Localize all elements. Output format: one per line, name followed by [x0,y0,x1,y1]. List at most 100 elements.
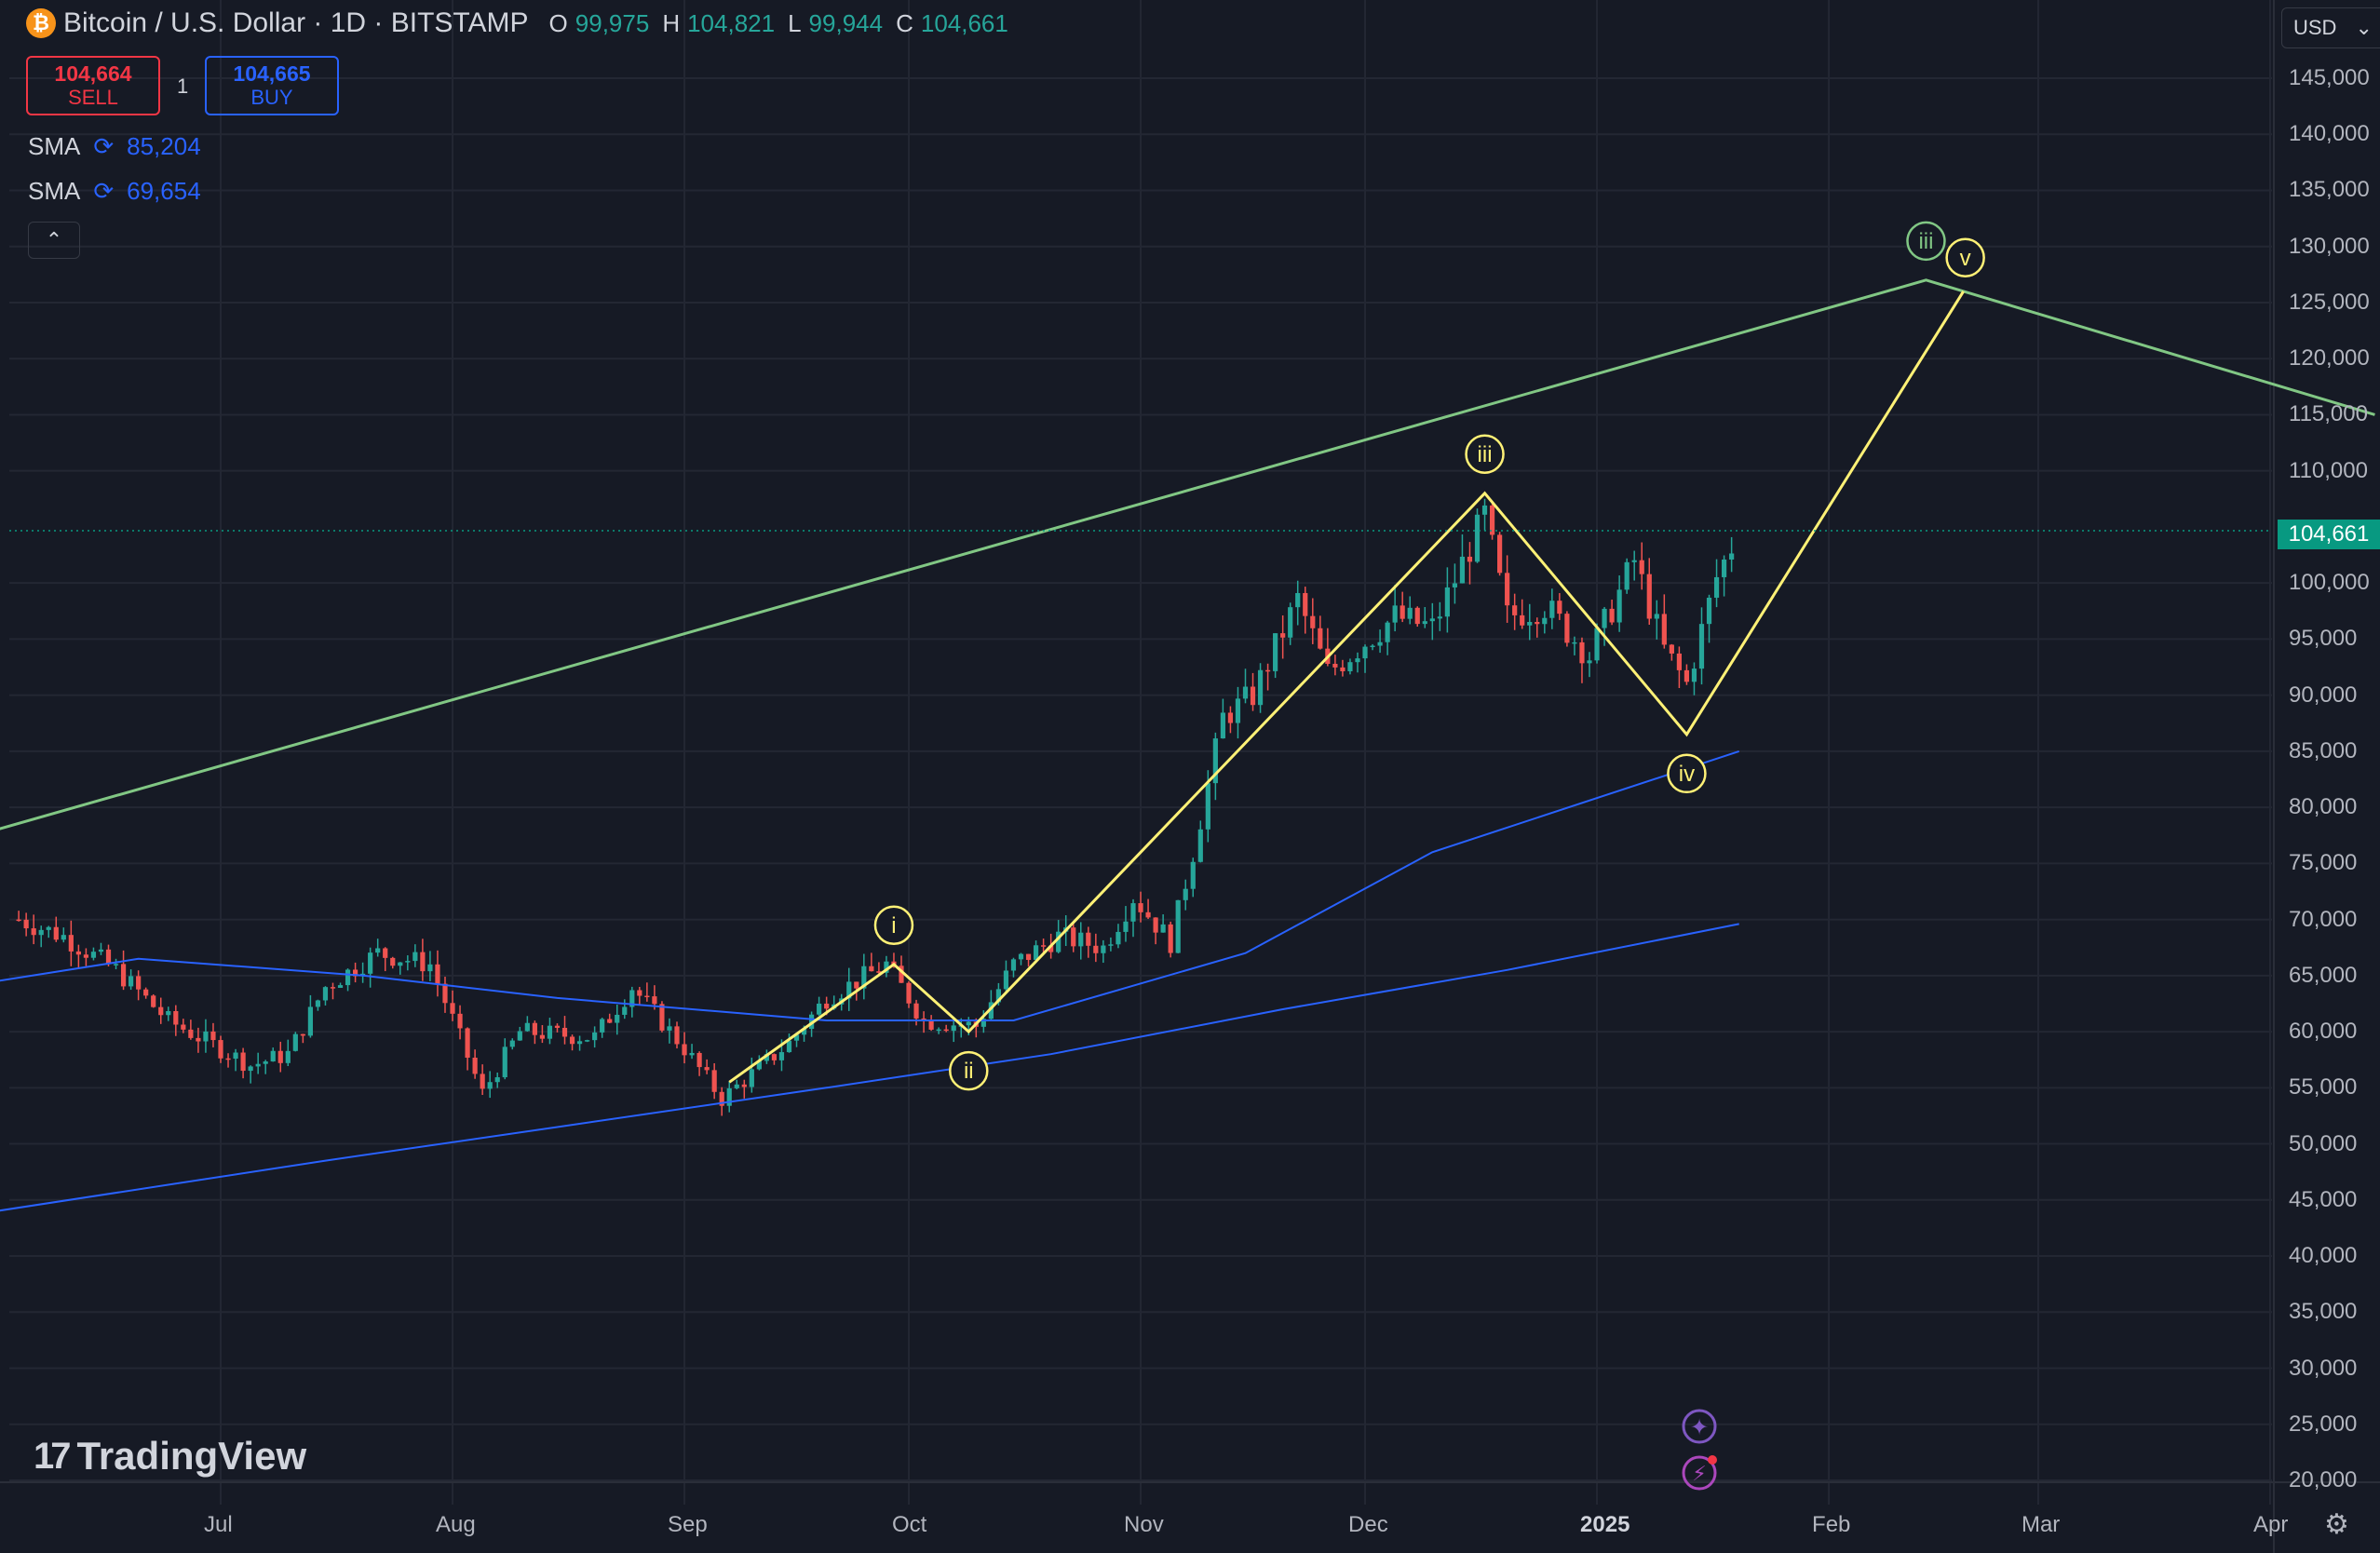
trend-label-iii: iii [1918,229,1933,254]
candle-body [53,926,59,940]
open-label: O [548,8,568,37]
indicator-name: SMA [28,132,81,160]
symbol-legend: ₿ Bitcoin / U.S. Dollar · 1D · BITSTAMP … [26,7,1014,39]
wave-label-ii-circle [949,1050,989,1091]
candle-body [1056,931,1062,952]
candle-body [1437,616,1442,619]
candle-body [1280,633,1286,638]
refresh-icon[interactable]: ⟳ [93,132,115,160]
candle-body [1018,953,1024,960]
candle-body [1242,686,1249,699]
bitcoin-icon: ₿ [26,8,56,38]
candle-body [1542,617,1548,625]
candle-body [46,926,51,930]
candle-body [1303,592,1308,616]
price-tick-label: 115,000 [2289,401,2368,427]
candle-body [1392,605,1398,623]
candle-body [90,952,97,958]
candle-body [442,983,448,1004]
price-tick-label: 140,000 [2289,121,2370,147]
elliott-wave-yellow [728,290,1965,1084]
candle-body [1370,645,1375,648]
candle-body [188,1029,194,1038]
sma-line-1 [0,749,1740,1021]
time-tick-label: Dec [1348,1512,1388,1537]
candle-body [667,1026,672,1031]
candle-body [951,1025,956,1032]
candle-body [1624,561,1629,590]
candle-body [1706,597,1712,625]
candle-body [68,935,74,952]
candle-body [1684,669,1690,682]
candle-body [181,1024,186,1030]
candle-body [1489,505,1495,535]
price-tick-label: 120,000 [2289,345,2370,371]
indicator-sma-2[interactable]: SMA ⟳ 69,654 [28,177,201,206]
price-tick-label: 65,000 [2289,962,2358,988]
candle-body [487,1082,493,1089]
candle-body [1183,888,1188,900]
candle-body [136,976,142,990]
candle-body [1123,921,1129,932]
candle-body [936,1029,941,1032]
price-tick-label: 145,000 [2289,65,2370,90]
candle-body [1691,668,1697,682]
candle-body [270,1050,276,1062]
candle-body [330,987,336,989]
tradingview-mark: 17 [34,1435,71,1477]
time-tick-label: Mar [2021,1512,2061,1537]
candle-body [569,1036,575,1045]
candle-body [203,1031,209,1042]
candle-body [1220,712,1225,739]
price-tick-label: 20,000 [2289,1467,2358,1492]
candle-body [1145,912,1151,918]
candle-body [682,1044,687,1056]
symbol-title[interactable]: Bitcoin / U.S. Dollar · 1D · BITSTAMP [63,7,529,38]
candle-body [1616,589,1622,623]
wave-label-i-circle [873,905,914,946]
price-tick-label: 125,000 [2289,289,2370,315]
sell-button[interactable]: 104,664 SELL [26,56,160,115]
open-value: 99,975 [575,8,650,37]
candle-body [764,1054,769,1061]
wave-label-ii: ii [964,1059,974,1084]
indicator-sma-1[interactable]: SMA ⟳ 85,204 [28,132,201,161]
candle-body [315,1000,321,1007]
wave-label-iii: iii [1478,442,1493,467]
collapse-indicators-button[interactable]: ⌃ [28,222,80,259]
wave-label-v-circle [1945,237,1985,278]
candle-body [383,948,388,958]
time-tick-label: 2025 [1580,1512,1630,1537]
low-label: L [788,8,802,37]
candle-body [719,1091,724,1106]
candle-body [375,948,381,953]
candle-body [1646,574,1652,619]
buy-button[interactable]: 104,665 BUY [205,56,339,115]
candle-body [368,952,373,974]
candle-body [906,982,912,1004]
side-icons: ✦⚡ [1682,1409,1717,1491]
refresh-icon[interactable]: ⟳ [93,177,115,205]
candle-body [1003,970,1009,990]
sell-price: 104,664 [54,61,132,86]
chevron-up-icon: ⌃ [45,228,63,251]
wave-label-iv-circle [1667,753,1707,794]
indicator-value: 85,204 [127,132,201,160]
candle-body [561,1027,568,1037]
candle-body [1661,614,1667,645]
candle-body [696,1052,702,1068]
candle-body [285,1050,291,1063]
candle-body [75,951,81,955]
currency-selector[interactable]: USD ⌄ [2281,7,2380,48]
quantity-value[interactable]: 1 [177,74,189,98]
price-tick-label: 45,000 [2289,1186,2358,1212]
settings-icon[interactable]: ⚙ [2324,1509,2349,1540]
candle-body [225,1058,231,1060]
candle-body [756,1060,762,1070]
candle-body [61,935,66,940]
tradingview-logo[interactable]: 17 TradingView [34,1434,306,1479]
time-tick-label: Oct [892,1512,927,1537]
candle-body [1377,641,1383,646]
candle-body [928,1020,934,1030]
